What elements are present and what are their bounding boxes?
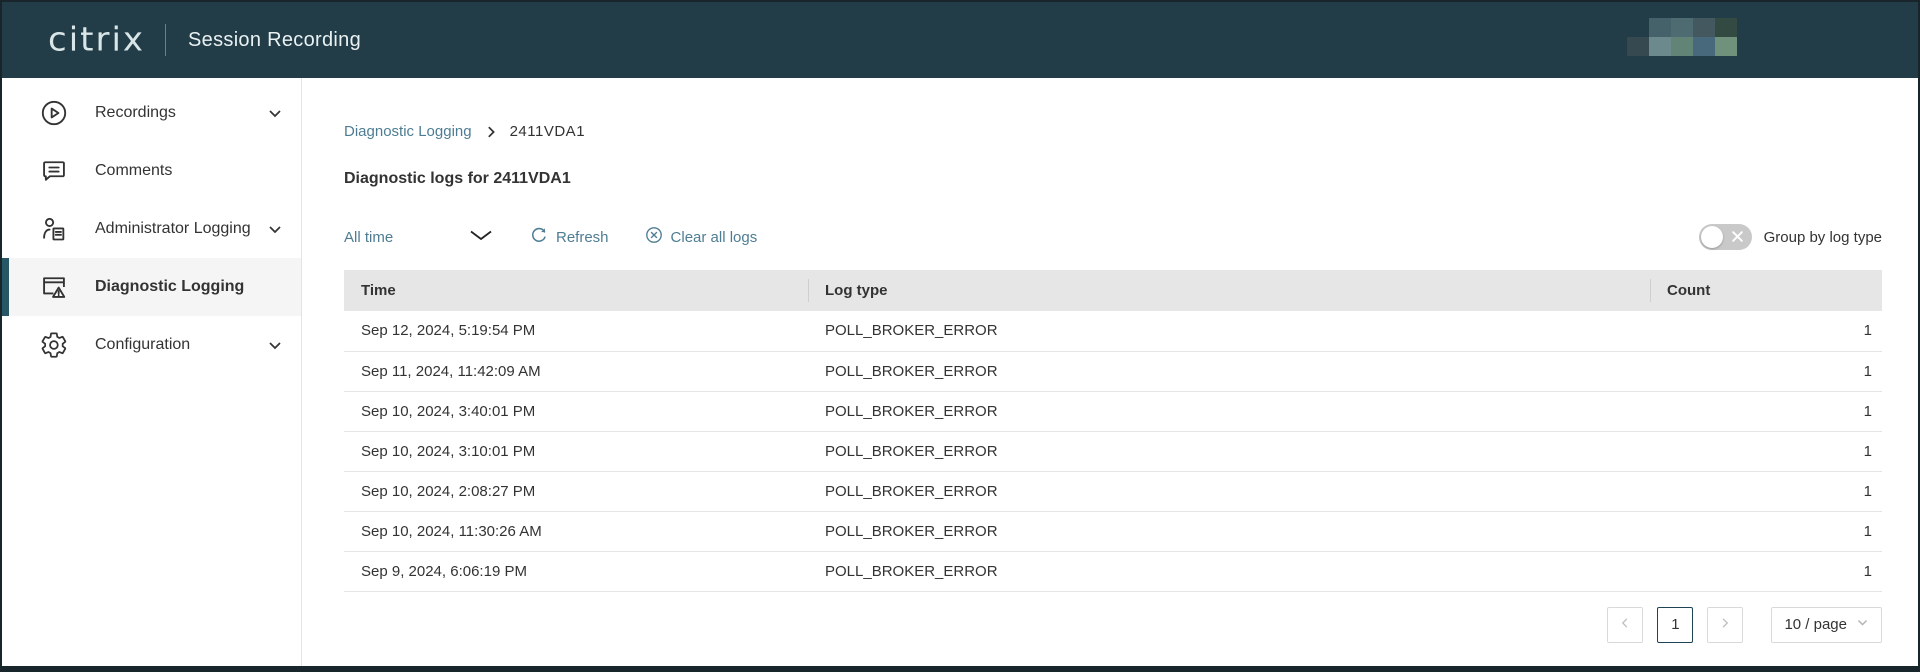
cell-count: 1 [1650,551,1882,592]
page-size-value: 10 / page [1784,616,1847,633]
chevron-left-icon [1619,616,1631,634]
cell-count: 1 [1650,471,1882,512]
cell-count: 1 [1650,511,1882,552]
table-row: Sep 9, 2024, 6:06:19 PM POLL_BROKER_ERRO… [344,551,1882,592]
chevron-right-icon [1719,616,1731,634]
cell-time: Sep 10, 2024, 2:08:27 PM [344,471,808,512]
gear-icon [39,330,69,360]
clear-all-logs-button[interactable]: Clear all logs [645,226,758,248]
diagnostic-logging-icon [39,272,69,302]
toggle-knob [1700,226,1723,248]
cell-time: Sep 12, 2024, 5:19:54 PM [344,311,808,352]
pagination: 1 10 / page [344,606,1882,643]
table-row: Sep 12, 2024, 5:19:54 PM POLL_BROKER_ERR… [344,311,1882,352]
page-size-dropdown[interactable]: 10 / page [1771,606,1882,643]
sidebar-item-label: Configuration [95,336,191,353]
cell-log-type: POLL_BROKER_ERROR [808,511,1650,552]
diagnostic-logs-table: Time Log type Count Sep 12, 2024, 5:19:5… [344,270,1882,592]
group-by-log-type-label: Group by log type [1763,228,1882,246]
sidebar-item-diagnostic-logging[interactable]: Diagnostic Logging [2,258,301,316]
comment-icon [39,156,69,186]
breadcrumb-current: 2411VDA1 [509,123,586,140]
toggle-off-x-icon [1731,230,1744,248]
cell-time: Sep 10, 2024, 3:40:01 PM [344,391,808,432]
cell-log-type: POLL_BROKER_ERROR [808,471,1650,512]
cell-count: 1 [1650,351,1882,392]
cell-time: Sep 11, 2024, 11:42:09 AM [344,351,808,392]
next-page-button[interactable] [1707,606,1744,643]
cell-count: 1 [1650,311,1882,352]
cell-log-type: POLL_BROKER_ERROR [808,311,1650,352]
cell-time: Sep 9, 2024, 6:06:19 PM [344,551,808,592]
sidebar: Recordings Comments [2,78,302,666]
cell-log-type: POLL_BROKER_ERROR [808,551,1650,592]
sidebar-item-label: Comments [95,162,173,179]
page-title: Diagnostic logs for 2411VDA1 [344,170,571,187]
play-circle-icon [39,98,69,128]
chevron-down-icon [267,221,283,237]
column-header-count: Count [1650,270,1882,311]
sidebar-item-configuration[interactable]: Configuration [2,316,301,374]
clear-circle-x-icon [645,226,663,248]
group-by-log-type-toggle[interactable] [1698,224,1752,250]
main-content: Diagnostic Logging 2411VDA1 Diagnostic l… [302,78,1918,666]
header-divider [165,24,167,56]
refresh-button[interactable]: Refresh [530,226,609,248]
table-row: Sep 10, 2024, 2:08:27 PM POLL_BROKER_ERR… [344,471,1882,512]
time-filter-value: All time [344,228,394,246]
sidebar-item-label: Recordings [95,104,176,121]
log-table-body: Sep 12, 2024, 5:19:54 PM POLL_BROKER_ERR… [344,311,1882,592]
cell-count: 1 [1650,391,1882,432]
refresh-icon [530,226,548,248]
breadcrumb-link-diagnostic-logging[interactable]: Diagnostic Logging [344,123,472,140]
admin-logging-icon [39,214,69,244]
chevron-down-icon [267,337,283,353]
citrix-logo: citrix [48,20,146,60]
column-header-log-type: Log type [808,270,1650,311]
chevron-down-icon [468,227,494,248]
refresh-label: Refresh [556,228,609,246]
cell-log-type: POLL_BROKER_ERROR [808,431,1650,472]
clear-all-logs-label: Clear all logs [670,228,758,246]
product-title: Session Recording [188,28,362,51]
cell-time: Sep 10, 2024, 11:30:26 AM [344,511,808,552]
previous-page-button[interactable] [1607,606,1644,643]
cell-time: Sep 10, 2024, 3:10:01 PM [344,431,808,472]
chevron-down-icon [267,105,283,121]
sidebar-item-comments[interactable]: Comments [2,142,301,200]
sidebar-item-label: Administrator Logging [95,220,251,237]
app-header: citrix Session Recording [2,2,1918,78]
breadcrumb-separator-icon [484,125,498,139]
breadcrumb: Diagnostic Logging 2411VDA1 [344,123,1882,140]
column-header-time: Time [344,270,808,311]
table-row: Sep 11, 2024, 11:42:09 AM POLL_BROKER_ER… [344,351,1882,392]
table-row: Sep 10, 2024, 3:40:01 PM POLL_BROKER_ERR… [344,391,1882,432]
sidebar-item-administrator-logging[interactable]: Administrator Logging [2,200,301,258]
sidebar-item-recordings[interactable]: Recordings [2,84,301,142]
user-avatar[interactable] [1627,18,1737,56]
toolbar: All time Refresh [344,224,1882,250]
cell-count: 1 [1650,431,1882,472]
cell-log-type: POLL_BROKER_ERROR [808,391,1650,432]
table-header-row: Time Log type Count [344,270,1882,311]
chevron-down-icon [1856,616,1869,633]
sidebar-item-label: Diagnostic Logging [95,278,245,295]
page-number-button[interactable]: 1 [1657,606,1694,643]
table-row: Sep 10, 2024, 3:10:01 PM POLL_BROKER_ERR… [344,431,1882,472]
table-row: Sep 10, 2024, 11:30:26 AM POLL_BROKER_ER… [344,511,1882,552]
cell-log-type: POLL_BROKER_ERROR [808,351,1650,392]
time-filter-dropdown[interactable]: All time [344,227,494,248]
